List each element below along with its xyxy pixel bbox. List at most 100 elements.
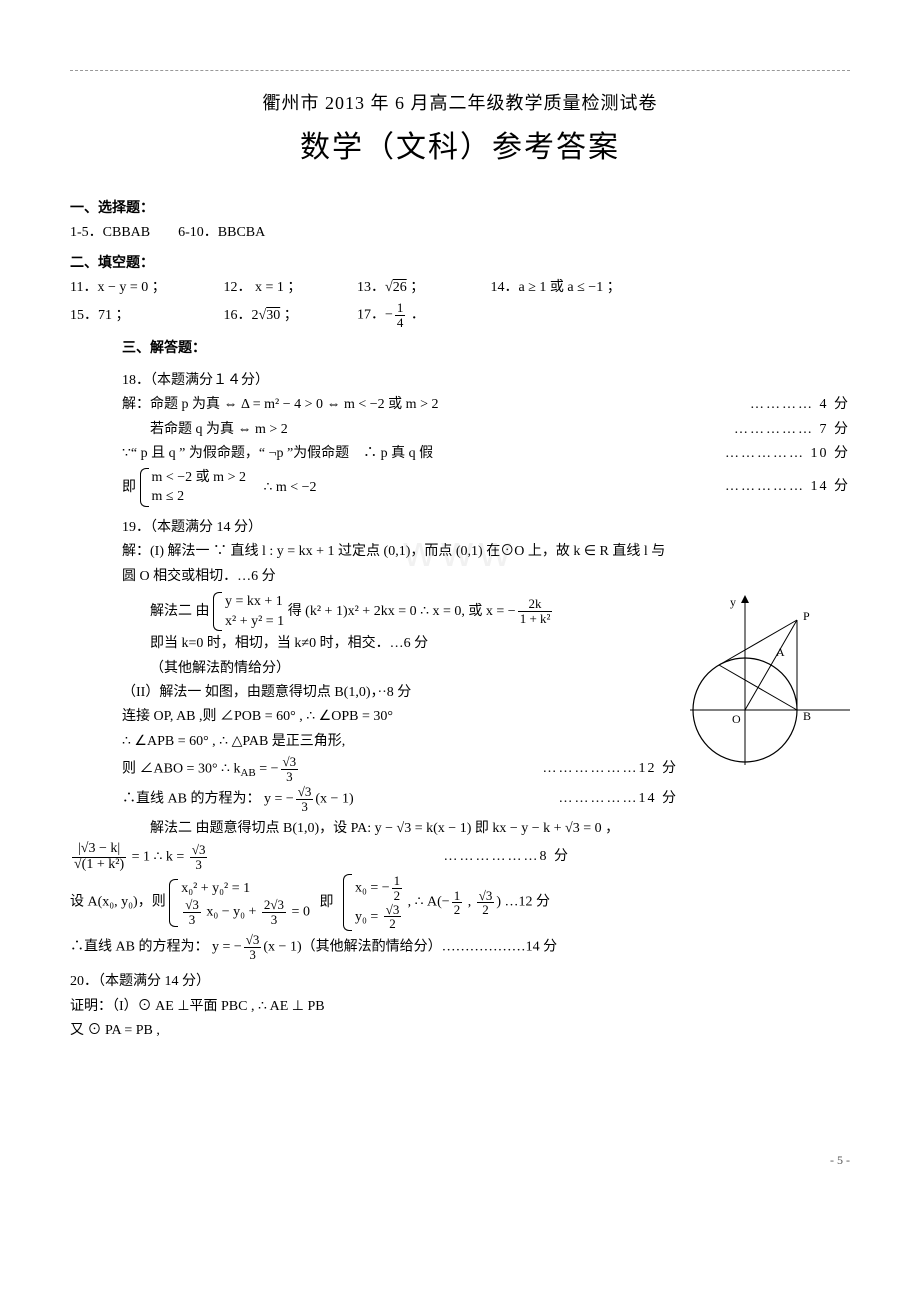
exam-subtitle: 衢州市 2013 年 6 月高二年级教学质量检测试卷 — [70, 89, 850, 118]
q19-l13-Ad2: 2 — [477, 903, 495, 917]
q19-l13-s1b-mid: x₀ − y₀ + — [203, 905, 260, 920]
q18-brace-2: m ≤ 2 — [152, 487, 246, 507]
q19-line10-post: (x − 1) — [315, 792, 353, 807]
q19-figure: y P A O B — [690, 590, 850, 778]
circle-tangent-figure: y P A O B — [690, 590, 850, 770]
q19-line6: （II）解法一 如图，由题意得切点 B(1,0)，··8 分 — [122, 682, 678, 704]
q19-line10-pre: ∴直线 AB 的方程为： y = − — [122, 792, 294, 807]
q19-l13-end: ) …12 分 — [496, 895, 550, 910]
q19-line10-den: 3 — [296, 800, 314, 814]
q19-l13-s2b-d: 2 — [384, 917, 402, 931]
q18-line4-score: …………… 14 分 — [705, 476, 850, 498]
q19-line1: 解：(I) 解法一 ∵ 直线 l : y = kx + 1 过定点 (0,1)，… — [122, 541, 850, 563]
q18-line4-post: ∴ m < −2 — [249, 479, 316, 494]
blank-17-suffix: ． — [407, 308, 425, 323]
q19-l13-s1b-d2: 3 — [262, 913, 286, 927]
q19-l13-s2b: y₀ = √32 — [355, 903, 404, 931]
segment-PA — [719, 620, 797, 665]
q18-line3-score: …………… 10 分 — [705, 443, 850, 465]
q19-l13-Ad1: 2 — [452, 903, 463, 917]
page-number: - 5 - — [830, 1151, 850, 1170]
q19-line9-pre: 则 ∠ABO = 30° ∴ k — [122, 761, 240, 776]
q19-l14-n: √3 — [244, 933, 262, 948]
q19-l14-d: 3 — [244, 948, 262, 962]
label-P: P — [803, 609, 810, 623]
q19-line3: 解法二 由 y = kx + 1 x² + y² = 1 得 (k² + 1)x… — [122, 592, 678, 631]
q19-l12-f2n: √3 — [190, 843, 208, 858]
exam-title: 数学（文科）参考答案 — [70, 124, 850, 172]
q18-line3: ∵“ p 且 q ” 为假命题，“ ¬p ”为假命题 ∴ p 真 q 假 ………… — [122, 443, 850, 465]
q18-line1: 解：命题 p 为真 ⇔ Δ = m² − 4 > 0 ⇔ m < −2 或 m … — [122, 394, 850, 416]
blank-13-value: 26 — [393, 280, 407, 295]
q19-l13-s1a: x₀² + y₀² = 1 — [181, 879, 310, 899]
q19-line9-den: 3 — [281, 770, 299, 784]
q20-line1: 证明：（I）⊙ AE ⊥平面 PBC , ∴ AE ⊥ PB — [70, 996, 850, 1018]
q19-l14-post: (x − 1)（其他解法酌情给分）………………14 分 — [263, 939, 557, 954]
q19-line5: （其他解法酌情给分） — [122, 658, 678, 680]
blank-14: 14．a ≥ 1 或 a ≤ −1 ； — [491, 277, 621, 299]
blank-13-suffix: ； — [407, 280, 425, 295]
blank-16-pre: 16．2 — [224, 308, 259, 323]
q19-l13-mid: 即 — [313, 895, 339, 910]
q19-l13-s2a-d: 2 — [392, 889, 403, 903]
q19-l13-sys1: x₀² + y₀² = 1 √33 x₀ − y₀ + 2√33 = 0 — [169, 879, 310, 927]
q19-line3-fnum: 2k — [518, 597, 553, 612]
fill-line-2: 15．71 ； 16．2√30 ； 17．−14 ． — [70, 301, 850, 329]
q19-l13-s1b-n2: 2√3 — [262, 898, 286, 913]
q19-head: 19．（本题满分 14 分） — [122, 517, 850, 539]
blank-17: 17．−14 ． — [357, 301, 425, 329]
q18-line1-score: ………… 4 分 — [730, 394, 850, 416]
q20-line2: 又 ⊙ PA = PB , — [70, 1020, 850, 1042]
q19-line9-sub: AB — [240, 767, 255, 779]
q19-l13-s1b-end: = 0 — [288, 905, 310, 920]
q18-line4: 即 m < −2 或 m > 2 m ≤ 2 ∴ m < −2 …………… 14… — [122, 468, 850, 507]
label-B: B — [803, 709, 811, 723]
q19-l12-score: ………………8 分 — [424, 846, 571, 868]
q19-line10-score: ……………14 分 — [539, 788, 679, 810]
q19-l13-s1b-n1: √3 — [183, 898, 201, 913]
blank-17-num: 1 — [395, 301, 406, 316]
q19-l13-s2a-pre: x₀ = − — [355, 881, 390, 896]
section-one-answers: 1-5．CBBAB 6-10．BBCBA — [70, 222, 850, 244]
blank-13: 13．√26 ； — [357, 277, 487, 299]
q19-line3-mid: 得 (k² + 1)x² + 2kx = 0 ∴ x = 0, 或 x = − — [288, 604, 516, 619]
q19-line4: 即当 k=0 时，相切，当 k≠0 时，相交．…6 分 — [122, 633, 678, 655]
blank-16-suffix: ； — [280, 308, 298, 323]
segment-OP — [745, 620, 797, 710]
q18-line2-text: 若命题 q 为真 ⇔ m > 2 — [122, 419, 288, 441]
q19-l13-s2b-n: √3 — [384, 903, 402, 918]
q18-head: 18．（本题满分１４分） — [122, 370, 850, 392]
q19-line9-num: √3 — [281, 755, 299, 770]
q19-l13-s1b-d1: 3 — [183, 913, 201, 927]
q19-line2: 圆 O 相交或相切．…6 分 — [122, 566, 850, 588]
q19-l12-bot: √(1 + k²) — [72, 858, 126, 873]
q19-l13-pre: 设 A(x₀, y₀)，则 — [70, 895, 166, 910]
q19-l13-Ac: , — [464, 895, 475, 910]
blank-17-den: 4 — [395, 316, 406, 330]
blank-17-pre: 17．− — [357, 308, 393, 323]
q19-line7: 连接 OP, AB ,则 ∠POB = 60° , ∴ ∠OPB = 30° — [122, 706, 678, 728]
q18-brace-1: m < −2 或 m > 2 — [152, 468, 246, 488]
segment-AB — [719, 665, 797, 710]
q19-l13-post: , ∴ A(− — [408, 895, 450, 910]
q19-line10: ∴直线 AB 的方程为： y = −√33(x − 1) ……………14 分 — [122, 785, 678, 813]
q19-block-with-figure: 解法二 由 y = kx + 1 x² + y² = 1 得 (k² + 1)x… — [122, 590, 850, 816]
y-label: y — [730, 595, 736, 609]
fill-line-1: 11．x − y = 0 ； 12． x = 1 ； 13．√26 ； 14．a… — [70, 277, 850, 299]
blank-16-value: 30 — [266, 308, 280, 323]
top-divider — [70, 70, 850, 71]
y-axis-arrow — [741, 595, 749, 603]
q19-l12-f2d: 3 — [190, 858, 208, 872]
q19-line9-eq: = − — [256, 761, 279, 776]
q18-line1-text: 解：命题 p 为真 ⇔ Δ = m² − 4 > 0 ⇔ m < −2 或 m … — [122, 394, 438, 416]
q19-sys1-2: x² + y² = 1 — [225, 612, 284, 632]
q18-line3-text: ∵“ p 且 q ” 为假命题，“ ¬p ”为假命题 ∴ p 真 q 假 — [122, 443, 433, 465]
q20-head: 20．（本题满分 14 分） — [70, 971, 850, 993]
page: www 衢州市 2013 年 6 月高二年级教学质量检测试卷 数学（文科）参考答… — [0, 0, 920, 1200]
section-one-head: 一、选择题： — [70, 198, 850, 220]
label-O: O — [732, 712, 741, 726]
section-three-head: 三、解答题： — [122, 338, 850, 360]
blank-12: 12． x = 1 ； — [224, 277, 354, 299]
q19-line9-score: ………………12 分 — [523, 758, 679, 780]
q19-line13: 设 A(x₀, y₀)，则 x₀² + y₀² = 1 √33 x₀ − y₀ … — [70, 874, 850, 931]
